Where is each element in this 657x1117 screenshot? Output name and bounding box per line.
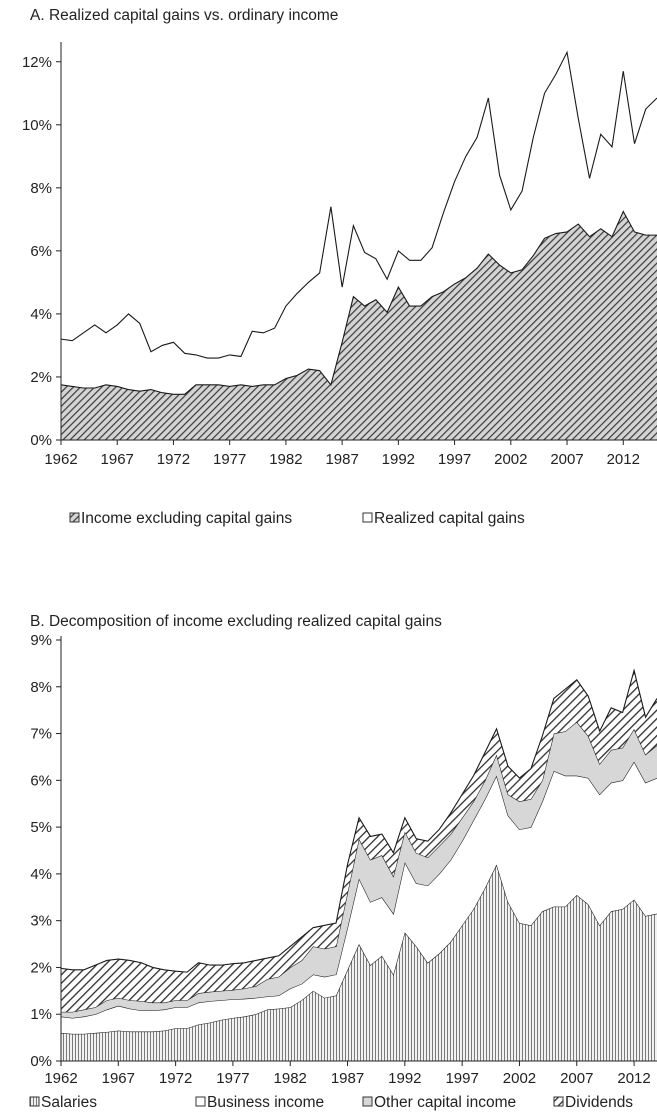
legend-swatch bbox=[69, 512, 80, 523]
x-tick-label: 1972 bbox=[157, 451, 190, 468]
chart-b: 0% 1% 2% 3% 4% 5% 6% 7% 8% 9% 1962 1967 1972 1977 1982… bbox=[29, 632, 657, 1111]
legend-swatch bbox=[553, 1096, 564, 1107]
y-tick-label: 4% bbox=[30, 866, 52, 883]
x-tick-label: 1982 bbox=[274, 1070, 307, 1087]
x-tick-label: 2012 bbox=[617, 1070, 650, 1087]
legend-label: Realized capital gains bbox=[374, 510, 525, 527]
x-tick-label: 1987 bbox=[325, 451, 358, 468]
y-tick-label: 0% bbox=[30, 432, 52, 449]
y-tick-label: 7% bbox=[30, 726, 52, 743]
y-tick-label: 2% bbox=[30, 959, 52, 976]
other-capital-income-area bbox=[61, 721, 657, 1018]
chart-a: 0% 2% 4% 6% 8% 10% 12% 1962 1967 1972 1977 1982 1987… bbox=[22, 42, 657, 527]
x-tick-label: 1997 bbox=[445, 1070, 478, 1087]
y-tick-label: 5% bbox=[30, 819, 52, 836]
realized-capital-gains-area-outline bbox=[60, 50, 657, 359]
legend-swatch bbox=[362, 1096, 373, 1107]
business-income-area bbox=[61, 761, 657, 1034]
x-tick-label: 1992 bbox=[388, 1070, 421, 1087]
legend-label: Dividends bbox=[565, 1094, 633, 1111]
legend-swatch bbox=[195, 1096, 206, 1107]
y-tick-label: 3% bbox=[30, 913, 52, 930]
y-tick-label: 1% bbox=[30, 1006, 52, 1023]
x-tick-label: 1967 bbox=[102, 1070, 135, 1087]
legend-swatch bbox=[29, 1096, 40, 1107]
salaries-area bbox=[61, 864, 657, 1061]
y-tick-label: 2% bbox=[30, 369, 52, 386]
y-tick-label: 10% bbox=[22, 117, 52, 134]
income-excl-capital-gains-area-outline bbox=[60, 210, 657, 395]
y-tick-label: 6% bbox=[30, 243, 52, 260]
x-tick-label: 1972 bbox=[159, 1070, 192, 1087]
x-tick-label: 1977 bbox=[216, 1070, 249, 1087]
x-tick-label: 1992 bbox=[382, 451, 415, 468]
income-excl-capital-gains-area bbox=[61, 211, 657, 440]
x-tick-label: 1962 bbox=[44, 451, 77, 468]
x-tick-label: 2007 bbox=[550, 451, 583, 468]
x-tick-label: 1967 bbox=[101, 451, 134, 468]
legend-label: Income excluding capital gains bbox=[81, 510, 292, 527]
y-tick-label: 0% bbox=[30, 1053, 52, 1070]
x-tick-label: 1962 bbox=[44, 1070, 77, 1087]
x-tick-label: 1997 bbox=[438, 451, 471, 468]
y-tick-label: 4% bbox=[30, 306, 52, 323]
x-tick-label: 1977 bbox=[213, 451, 246, 468]
realized-capital-gains-area bbox=[61, 52, 657, 395]
legend-swatch bbox=[362, 512, 373, 523]
y-tick-label: 8% bbox=[30, 180, 52, 197]
legend-label: Salaries bbox=[41, 1094, 97, 1111]
x-tick-label: 1982 bbox=[269, 451, 302, 468]
legend-label: Business income bbox=[207, 1094, 324, 1111]
chart-a-title: A. Realized capital gains vs. ordinary i… bbox=[30, 7, 338, 24]
x-tick-label: 2002 bbox=[494, 451, 527, 468]
dividends-area-outline bbox=[60, 668, 657, 973]
x-tick-label: 2012 bbox=[607, 451, 640, 468]
chart-b-title: B. Decomposition of income excluding rea… bbox=[30, 613, 442, 630]
x-tick-label: 1987 bbox=[331, 1070, 364, 1087]
x-tick-label: 2007 bbox=[560, 1070, 593, 1087]
y-tick-label: 6% bbox=[30, 772, 52, 789]
x-tick-label: 2002 bbox=[503, 1070, 536, 1087]
y-tick-label: 12% bbox=[22, 54, 52, 71]
y-tick-label: 8% bbox=[30, 679, 52, 696]
y-tick-label: 9% bbox=[30, 632, 52, 649]
dividends-area bbox=[61, 670, 657, 1012]
legend-label: Other capital income bbox=[374, 1094, 516, 1111]
